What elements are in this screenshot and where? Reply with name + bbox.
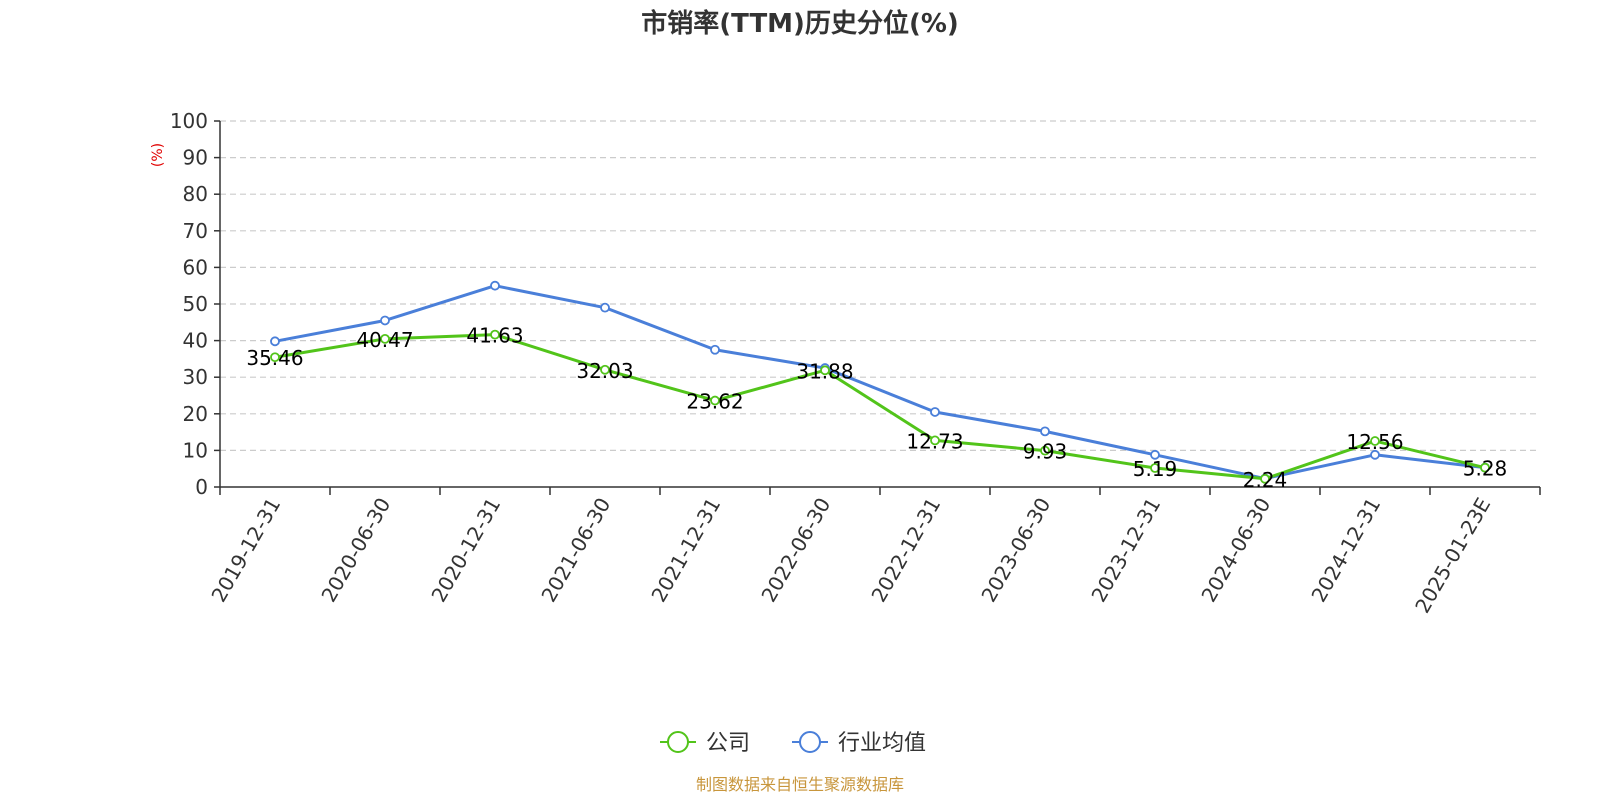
data-point [380,333,390,344]
y-tick-label: 100 [170,109,208,133]
data-label: 2.24 [1243,468,1288,492]
x-tick-label: 2020-06-30 [316,494,395,607]
data-point [490,329,500,340]
source-note: 制图数据来自恒生聚源数据库 [696,775,904,794]
legend-label: 公司 [706,731,750,756]
data-label: 23.62 [686,390,743,414]
x-tick-label: 2024-06-30 [1196,494,1275,607]
data-labels: 35.46 40.47 41.63 32.03 23.62 31.88 12.73 9.93 5… [246,324,1507,492]
data-label: 35.46 [246,346,303,370]
data-label: 31.88 [796,359,853,383]
data-point [1480,462,1490,473]
x-tick-label: 2024-12-31 [1306,494,1385,607]
legend: 公司 行业均值 [660,731,926,756]
x-tick-label: 2023-12-31 [1086,494,1165,607]
x-tick-label: 2025-01-23E [1410,494,1495,618]
y-tick-label: 50 [183,292,208,316]
data-point [930,407,940,417]
data-label: 41.63 [466,324,523,348]
data-point [930,435,940,446]
data-point [710,344,720,355]
y-tick-label: 40 [183,329,208,353]
legend-marker [667,731,689,753]
y-tick-label: 90 [183,146,208,170]
legend-label: 行业均值 [838,731,926,756]
x-tick-label: 2019-12-31 [206,494,285,607]
data-point [270,336,280,347]
data-point [1150,463,1160,473]
data-point [1260,473,1270,484]
axes: 0 10 20 30 40 50 60 70 80 90 100 2019-12-31 2020-06-… [170,109,1541,618]
y-tick-label: 60 [183,255,208,279]
data-point [1040,445,1050,456]
grid-lines [220,120,1540,451]
data-point [600,302,610,313]
x-tick-label: 2021-06-30 [536,494,615,607]
data-point [1150,449,1160,460]
y-tick-label: 70 [183,219,208,243]
data-label: 40.47 [356,328,413,352]
x-tick-label: 2021-12-31 [646,494,725,607]
data-point [1370,449,1380,460]
x-tick-label: 2020-12-31 [426,494,505,607]
x-tick-label: 2022-06-30 [756,494,835,607]
data-point [710,395,720,406]
data-label: 5.19 [1133,457,1178,481]
data-label: 9.93 [1023,440,1068,464]
series-line-0 [274,333,1486,481]
data-label: 32.03 [576,359,633,383]
data-label: 12.56 [1346,430,1403,454]
series-lines [270,280,1490,484]
series-line-1 [274,284,1486,481]
data-point [1040,426,1050,437]
data-point [380,315,390,326]
y-tick-label: 0 [195,475,208,499]
data-point [1370,436,1380,446]
data-point [820,365,830,376]
data-point [490,280,500,291]
data-point [600,364,610,375]
y-tick-label: 20 [183,402,208,426]
x-tick-label: 2022-12-31 [866,494,945,607]
data-point [270,352,280,363]
y-tick-label: 80 [183,182,208,206]
y-axis-unit-label: (%) [150,143,166,167]
data-label: 5.28 [1463,457,1508,481]
legend-marker [799,731,821,753]
y-tick-label: 10 [183,438,208,462]
x-tick-label: 2023-06-30 [976,494,1055,607]
y-tick-label: 30 [183,365,208,389]
data-label: 12.73 [906,429,963,453]
chart-title: 市销率(TTM)历史分位(%) [641,8,959,39]
